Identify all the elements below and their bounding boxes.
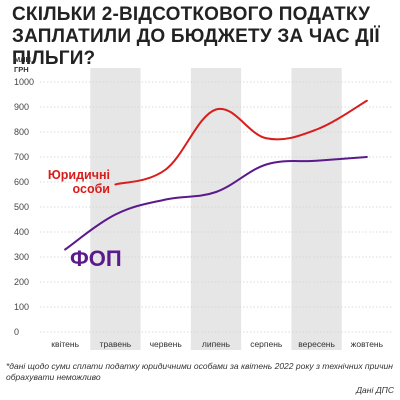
series-label-fop: ФОП <box>70 246 122 271</box>
x-axis: квітень травень червень липень серпень вересе… <box>51 339 383 349</box>
y-axis: МЛН ГРН 0 100 200 300 400 500 600 700 800 900 1000 <box>14 55 34 337</box>
y-tick-label: 900 <box>14 102 29 112</box>
x-tick-label: жовтень <box>351 339 384 349</box>
x-tick-label: вересень <box>298 339 335 349</box>
footnote: *дані щодо суми сплати податку юридичним… <box>6 361 393 382</box>
x-tick-label: травень <box>100 339 132 349</box>
y-axis-unit-line-2: ГРН <box>14 65 29 74</box>
chart-title-line-2: ЗАПЛАТИЛИ ДО БЮДЖЕТУ ЗА ЧАС ДІЇ ПІЛЬГИ? <box>12 26 380 69</box>
series-line-0 <box>114 99 368 186</box>
series-line-1 <box>64 156 368 251</box>
y-tick-label: 400 <box>14 227 29 237</box>
x-tick-label: квітень <box>51 339 79 349</box>
shaded-band <box>90 68 141 350</box>
y-tick-label: 500 <box>14 202 29 212</box>
series-label-legal-entities-line-1: Юридичні <box>48 168 110 182</box>
series-lines <box>64 99 368 251</box>
shaded-bands <box>90 68 342 350</box>
y-tick-label: 1000 <box>14 77 34 87</box>
source-note: Дані ДПС <box>356 385 394 395</box>
x-tick-label: липень <box>202 339 231 349</box>
y-tick-label: 700 <box>14 152 29 162</box>
chart-title-line-1: СКІЛЬКИ 2-ВІДСОТКОВОГО ПОДАТКУ <box>12 4 371 25</box>
y-axis-unit-line-1: МЛН <box>14 55 31 64</box>
gridlines <box>40 81 392 333</box>
shaded-band <box>291 68 342 350</box>
x-tick-label: червень <box>150 339 183 349</box>
shaded-band <box>190 68 242 350</box>
y-tick-label: 200 <box>14 277 29 287</box>
chart-title: СКІЛЬКИ 2-ВІДСОТКОВОГО ПОДАТКУ ЗАПЛАТИЛИ… <box>12 4 392 70</box>
series-label-legal-entities-line-2: особи <box>73 182 110 196</box>
y-tick-label: 0 <box>14 327 19 337</box>
y-tick-label: 100 <box>14 302 29 312</box>
y-tick-label: 300 <box>14 252 29 262</box>
y-tick-label: 800 <box>14 127 29 137</box>
x-tick-label: серпень <box>250 339 283 349</box>
y-tick-label: 600 <box>14 177 29 187</box>
